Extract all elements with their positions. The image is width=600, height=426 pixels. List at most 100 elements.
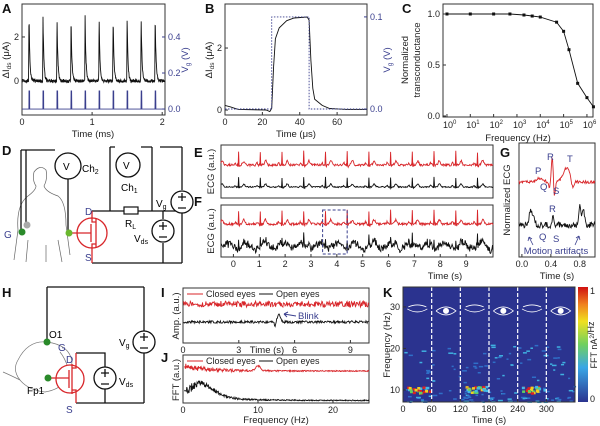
open-eye-icon	[493, 306, 514, 316]
y-axis-label-part: ECG (a.u.)	[206, 208, 217, 253]
y-axis-label: ECG (a.u.)	[206, 149, 217, 194]
data-point	[591, 105, 595, 109]
spectrogram-cell	[421, 350, 427, 352]
y-tick-label: 0.5	[427, 60, 440, 70]
spectrogram-cell	[473, 362, 479, 365]
spectrogram-cell	[481, 393, 484, 396]
y-axis-label-line2-part: transconductance	[412, 23, 423, 98]
spectrogram-cell	[405, 389, 409, 391]
human-silhouette	[13, 167, 71, 263]
y-tick-label: 1.0	[427, 9, 440, 19]
spectrogram-cell	[465, 397, 469, 399]
reference-ecg-trace	[220, 176, 494, 190]
spectrogram-cell	[499, 355, 503, 357]
x-tick-label: 300	[539, 404, 554, 414]
y2-tick-label: 0.4	[168, 32, 181, 42]
data-point	[508, 12, 512, 16]
y2-tick-label: 0.0	[370, 104, 383, 114]
spectrogram-cell	[550, 363, 553, 365]
y-tick-label: 2	[14, 32, 19, 42]
y-axis-label-part: ΔI	[1, 69, 12, 78]
colorbar-label-part: 2	[589, 335, 596, 339]
spectrogram-cell	[467, 396, 472, 399]
spectrogram-cell	[492, 361, 496, 364]
colorbar-label-part: /Hz	[586, 321, 596, 335]
source-label: S	[85, 253, 92, 264]
y-tick-label: 20	[390, 343, 400, 353]
data-point	[585, 96, 589, 100]
ground-electrode-icon	[18, 228, 26, 236]
ecg-wave-annotation: R	[549, 204, 556, 215]
y-axis-label-part: ΔI	[204, 69, 215, 78]
alpha-band-cell	[417, 387, 421, 390]
x-tick-label: 0	[180, 405, 185, 415]
ecg-wave-annotation: R	[547, 152, 554, 163]
vds-label: Vds	[134, 234, 149, 246]
x-tick-label: 6	[292, 345, 297, 355]
highlight-window	[322, 209, 348, 255]
alpha-band-cell	[543, 389, 547, 392]
legend-closed-eyes: Closed eyes	[206, 356, 256, 366]
spectrogram-cell	[551, 364, 557, 367]
y-axis-label: Normalized ECG	[502, 164, 513, 235]
eeg-circuit-diagram: O1 G D Fp1 S Vg Vds	[2, 286, 156, 416]
alpha-band-cell	[414, 388, 418, 392]
x-tick-label: 106	[583, 120, 597, 130]
x-tick-label: 10	[253, 405, 263, 415]
eye-pupil-icon	[500, 307, 507, 314]
spectrogram-cell	[546, 346, 550, 348]
y2-tick-label: 0.1	[370, 12, 383, 22]
x-tick-label: 0	[231, 259, 236, 269]
eeg-drain-label: D	[66, 355, 73, 366]
eeg-gate-label: G	[58, 343, 66, 354]
alpha-band-cell	[485, 385, 489, 389]
panel-label-i: I	[161, 285, 165, 300]
spectrogram-cell	[556, 397, 560, 399]
spectrogram-cell	[497, 399, 503, 402]
spectrogram-cell	[419, 361, 423, 364]
fp1-electrode-icon	[44, 374, 52, 382]
y-axis-label: FFT (a.u.)	[171, 359, 182, 401]
vg-source-icon	[170, 190, 194, 214]
spectrogram-cell	[482, 352, 487, 355]
spectrogram-cell	[490, 344, 496, 347]
spectrogram-cell	[536, 379, 540, 382]
y-axis-label-part: Normalized ECG	[502, 164, 513, 235]
x-tick-label: 3	[308, 259, 313, 269]
spectrogram-cell	[502, 374, 505, 377]
x-tick-label: 101	[466, 120, 480, 130]
eeg-vg-source-icon	[132, 330, 156, 354]
plot-frame-f	[220, 204, 494, 258]
y2-axis-label-part: V	[382, 66, 393, 73]
y2-axis-label: Vg (V)	[382, 47, 394, 72]
spectrogram-cell	[431, 349, 436, 352]
y-axis-label-part: ds	[209, 62, 216, 70]
y-axis-label-part: FFT (a.u.)	[171, 359, 182, 401]
alpha-band-cell	[475, 391, 479, 394]
open-eye-icon	[435, 306, 457, 316]
spectrogram-cell	[560, 363, 565, 366]
spectrogram-cell	[507, 400, 513, 403]
data-point	[567, 48, 571, 52]
panel-label-g: G	[500, 145, 510, 160]
spectrogram-cell	[560, 373, 565, 376]
colorbar	[578, 287, 588, 402]
spectrogram-cell	[415, 396, 421, 399]
alpha-band-cell	[531, 392, 535, 395]
spectrogram-cell	[447, 347, 452, 350]
alpha-band-cell	[529, 388, 533, 392]
alpha-band-cell	[465, 386, 469, 389]
spectrogram-cell	[530, 347, 533, 349]
closed-eyes-spectrum	[184, 363, 370, 374]
spectrogram-cell	[526, 350, 530, 352]
y2-axis-label-part: (V)	[382, 47, 393, 62]
y-axis-label-part: Amp. (a.u.)	[171, 293, 182, 340]
spectrogram-cell	[490, 397, 495, 399]
x-tick-label: 6	[386, 259, 391, 269]
panel-label-h: H	[2, 285, 11, 300]
x-tick-label: 40	[295, 117, 305, 127]
x-axis-label: Time (s)	[472, 415, 506, 426]
y-axis-label: Amp. (a.u.)	[171, 293, 182, 340]
y2-axis-label-part: V	[180, 66, 191, 73]
y-axis-label-part: (μA)	[204, 42, 215, 63]
